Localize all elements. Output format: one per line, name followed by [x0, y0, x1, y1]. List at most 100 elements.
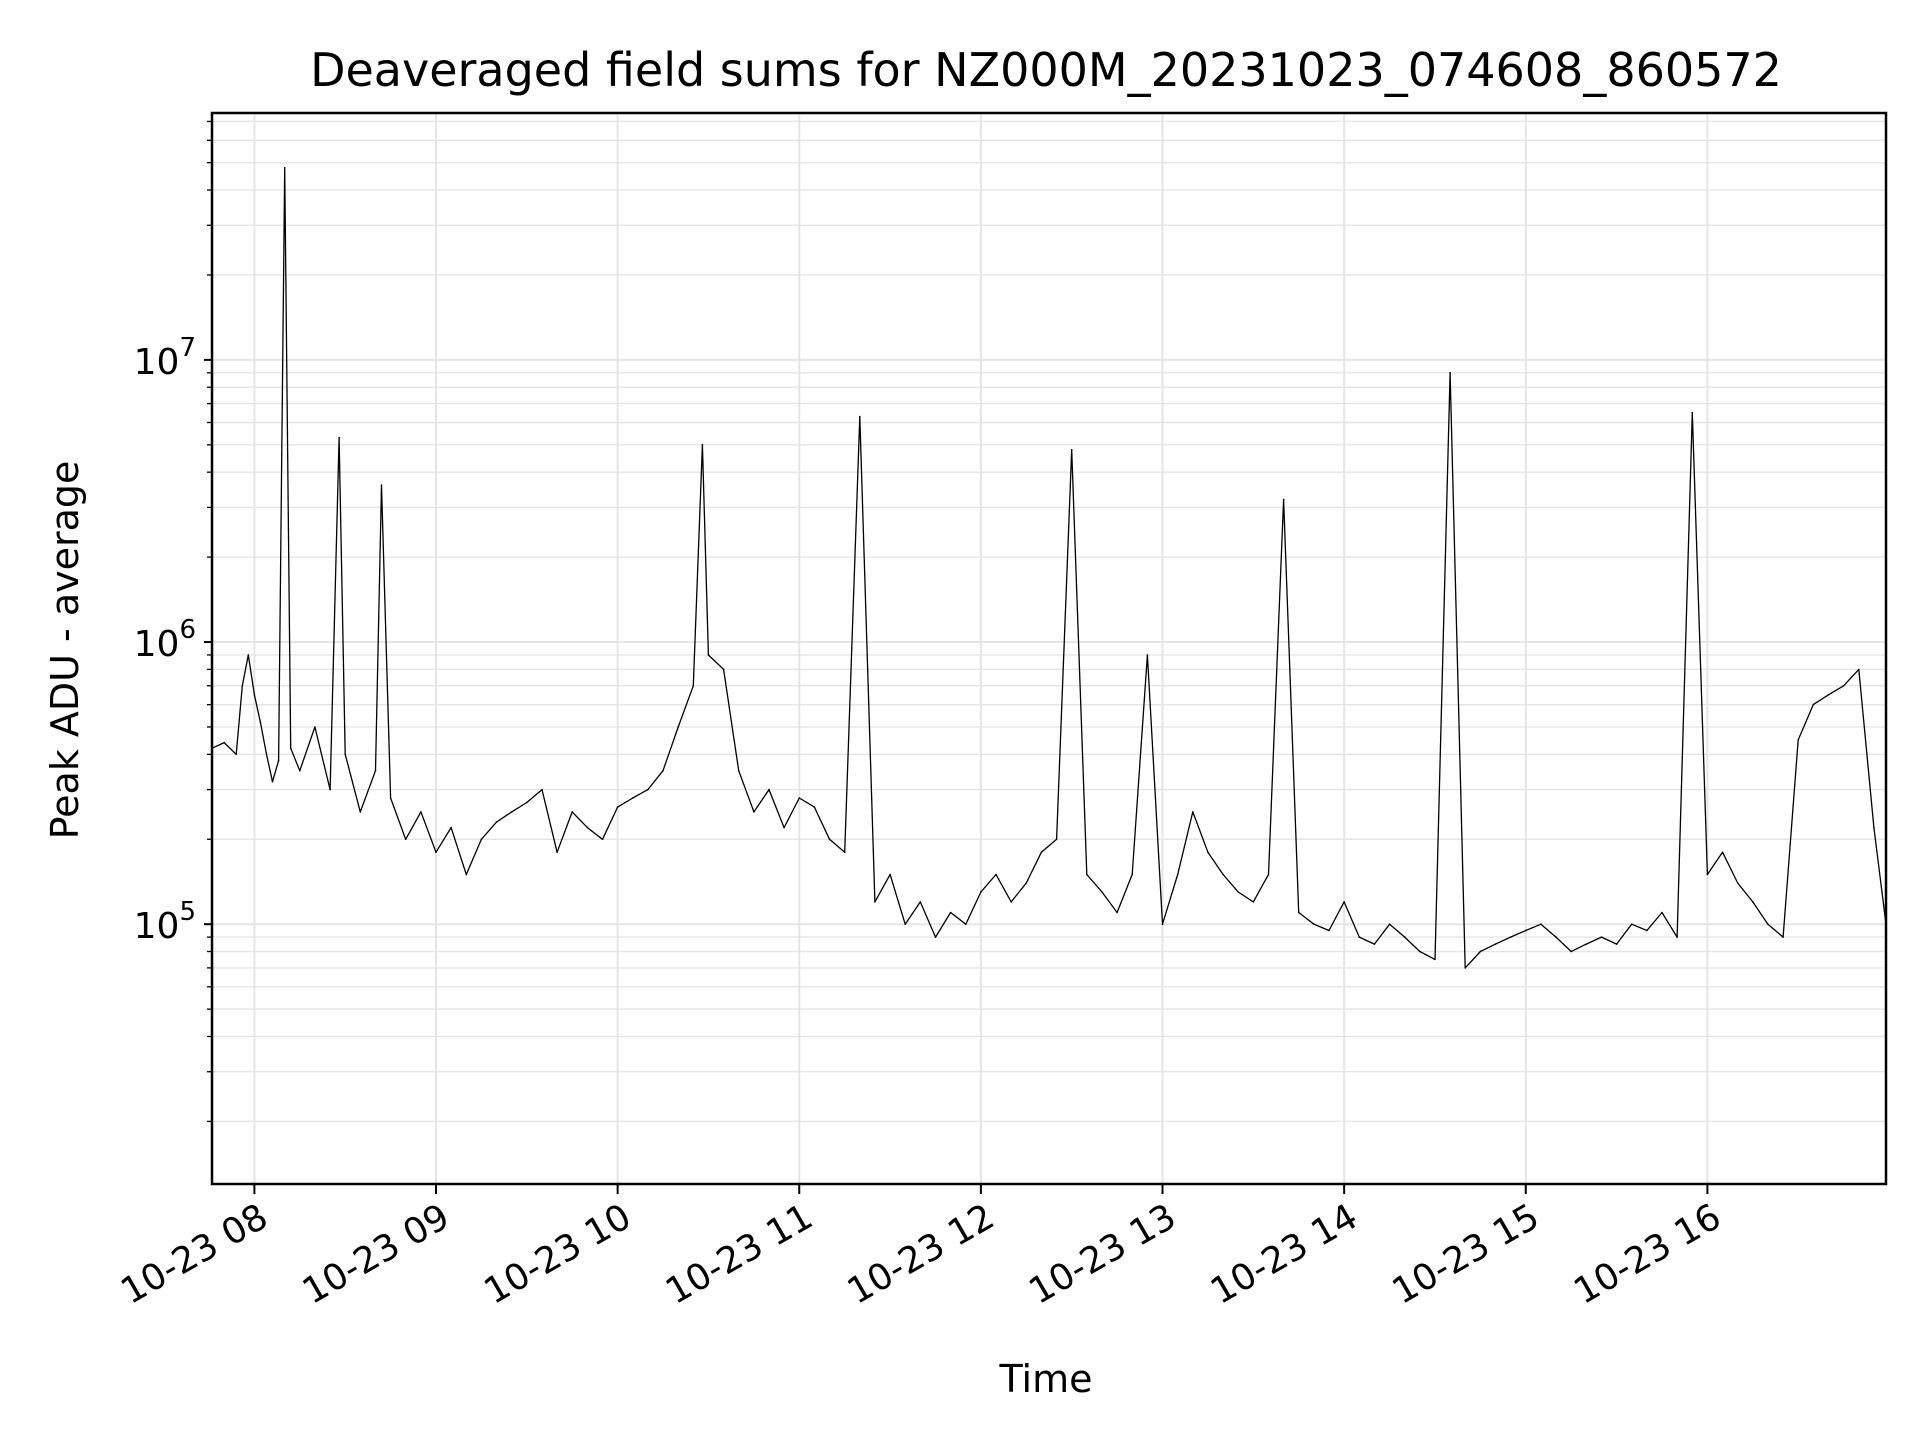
data-point — [1494, 943, 1497, 945]
data-point — [571, 811, 573, 813]
data-point — [1222, 873, 1224, 876]
data-point — [1509, 936, 1512, 938]
data-point — [1797, 739, 1799, 741]
data-point — [1388, 923, 1391, 925]
data-point — [1434, 958, 1436, 961]
data-point — [1040, 851, 1043, 853]
data-point — [1252, 901, 1255, 903]
x-tick-label: 10-23 09 — [296, 1196, 457, 1312]
data-point — [253, 694, 256, 696]
data-point — [247, 654, 250, 656]
data-point — [1146, 654, 1149, 656]
data-point — [1403, 936, 1406, 938]
data-point — [510, 811, 513, 813]
data-point — [1525, 929, 1527, 932]
data-point — [1207, 851, 1209, 853]
data-point — [1267, 873, 1270, 876]
data-point — [1842, 685, 1845, 687]
data-point — [647, 788, 649, 791]
data-point — [1070, 449, 1073, 451]
data-point — [289, 747, 292, 750]
data-point — [874, 901, 876, 903]
data-point — [1570, 950, 1572, 953]
data-point — [601, 838, 604, 841]
data-point — [235, 753, 237, 756]
x-tick-label: 10-23 10 — [477, 1196, 638, 1312]
data-point — [1161, 923, 1164, 925]
data-point — [1237, 891, 1239, 893]
data-point — [586, 826, 589, 829]
data-point — [1297, 911, 1300, 914]
data-point — [1676, 936, 1678, 938]
data-point — [1010, 901, 1012, 903]
data-point — [1827, 694, 1830, 696]
data-point — [843, 851, 846, 853]
data-point — [1358, 936, 1361, 938]
data-point — [1646, 929, 1648, 932]
data-point — [662, 769, 664, 772]
data-point — [277, 759, 280, 762]
data-point — [1419, 950, 1421, 953]
data-point — [1464, 967, 1466, 969]
data-point — [722, 668, 725, 671]
data-point — [1328, 929, 1330, 932]
data-point — [783, 826, 785, 829]
data-point — [526, 801, 528, 804]
data-point — [359, 811, 362, 813]
data-point — [1116, 911, 1118, 914]
data-point — [465, 873, 468, 876]
y-axis-label: Peak ADU - average — [43, 461, 87, 840]
data-point — [338, 436, 340, 439]
x-tick-label: 10-23 15 — [1386, 1196, 1547, 1312]
data-point — [450, 826, 452, 829]
x-axis: 10-23 08 10-23 09 10-23 10 10-23 11 10-23 12… — [114, 1184, 1728, 1313]
data-point — [1661, 911, 1663, 914]
data-point — [480, 838, 483, 841]
data-point — [1343, 901, 1345, 903]
data-point — [828, 838, 831, 841]
data-point — [556, 851, 558, 853]
data-point — [813, 806, 816, 808]
data-point — [1540, 923, 1542, 925]
x-tick-label: 10-23 08 — [114, 1196, 275, 1312]
y-tick-label: 105 — [134, 897, 196, 947]
data-point — [1479, 950, 1482, 953]
data-point — [1585, 943, 1588, 945]
data-point — [737, 769, 740, 772]
data-point — [1313, 923, 1315, 925]
data-point — [1025, 882, 1028, 884]
data-point — [1086, 873, 1088, 876]
data-point — [404, 838, 407, 841]
data-point — [299, 769, 301, 772]
data-point — [259, 721, 262, 723]
data-point — [889, 873, 891, 876]
data-point — [1721, 851, 1724, 853]
data-point — [1782, 936, 1784, 938]
y-tick-label: 107 — [134, 333, 196, 383]
data-point — [934, 936, 937, 938]
data-point — [241, 685, 244, 687]
y-axis: 105 106 107 — [134, 120, 212, 1123]
data-point — [1055, 838, 1058, 841]
data-point — [692, 685, 695, 687]
x-tick-label: 10-23 14 — [1204, 1196, 1365, 1312]
data-point — [632, 797, 634, 799]
data-point — [1615, 943, 1618, 945]
data-point — [265, 753, 268, 756]
x-axis-label: Time — [999, 1357, 1093, 1401]
data-point — [753, 811, 755, 813]
data-point — [616, 806, 619, 808]
series-layer — [211, 166, 1887, 969]
data-point — [768, 788, 770, 791]
data-point — [1873, 826, 1875, 829]
grid — [212, 113, 1886, 1184]
data-point — [1630, 923, 1633, 925]
data-point — [329, 788, 331, 791]
series-line — [211, 167, 1887, 969]
data-point — [271, 780, 274, 783]
data-point — [344, 753, 347, 756]
x-tick-label: 10-23 12 — [841, 1196, 1002, 1312]
data-point — [1131, 873, 1133, 876]
data-point — [420, 811, 422, 813]
